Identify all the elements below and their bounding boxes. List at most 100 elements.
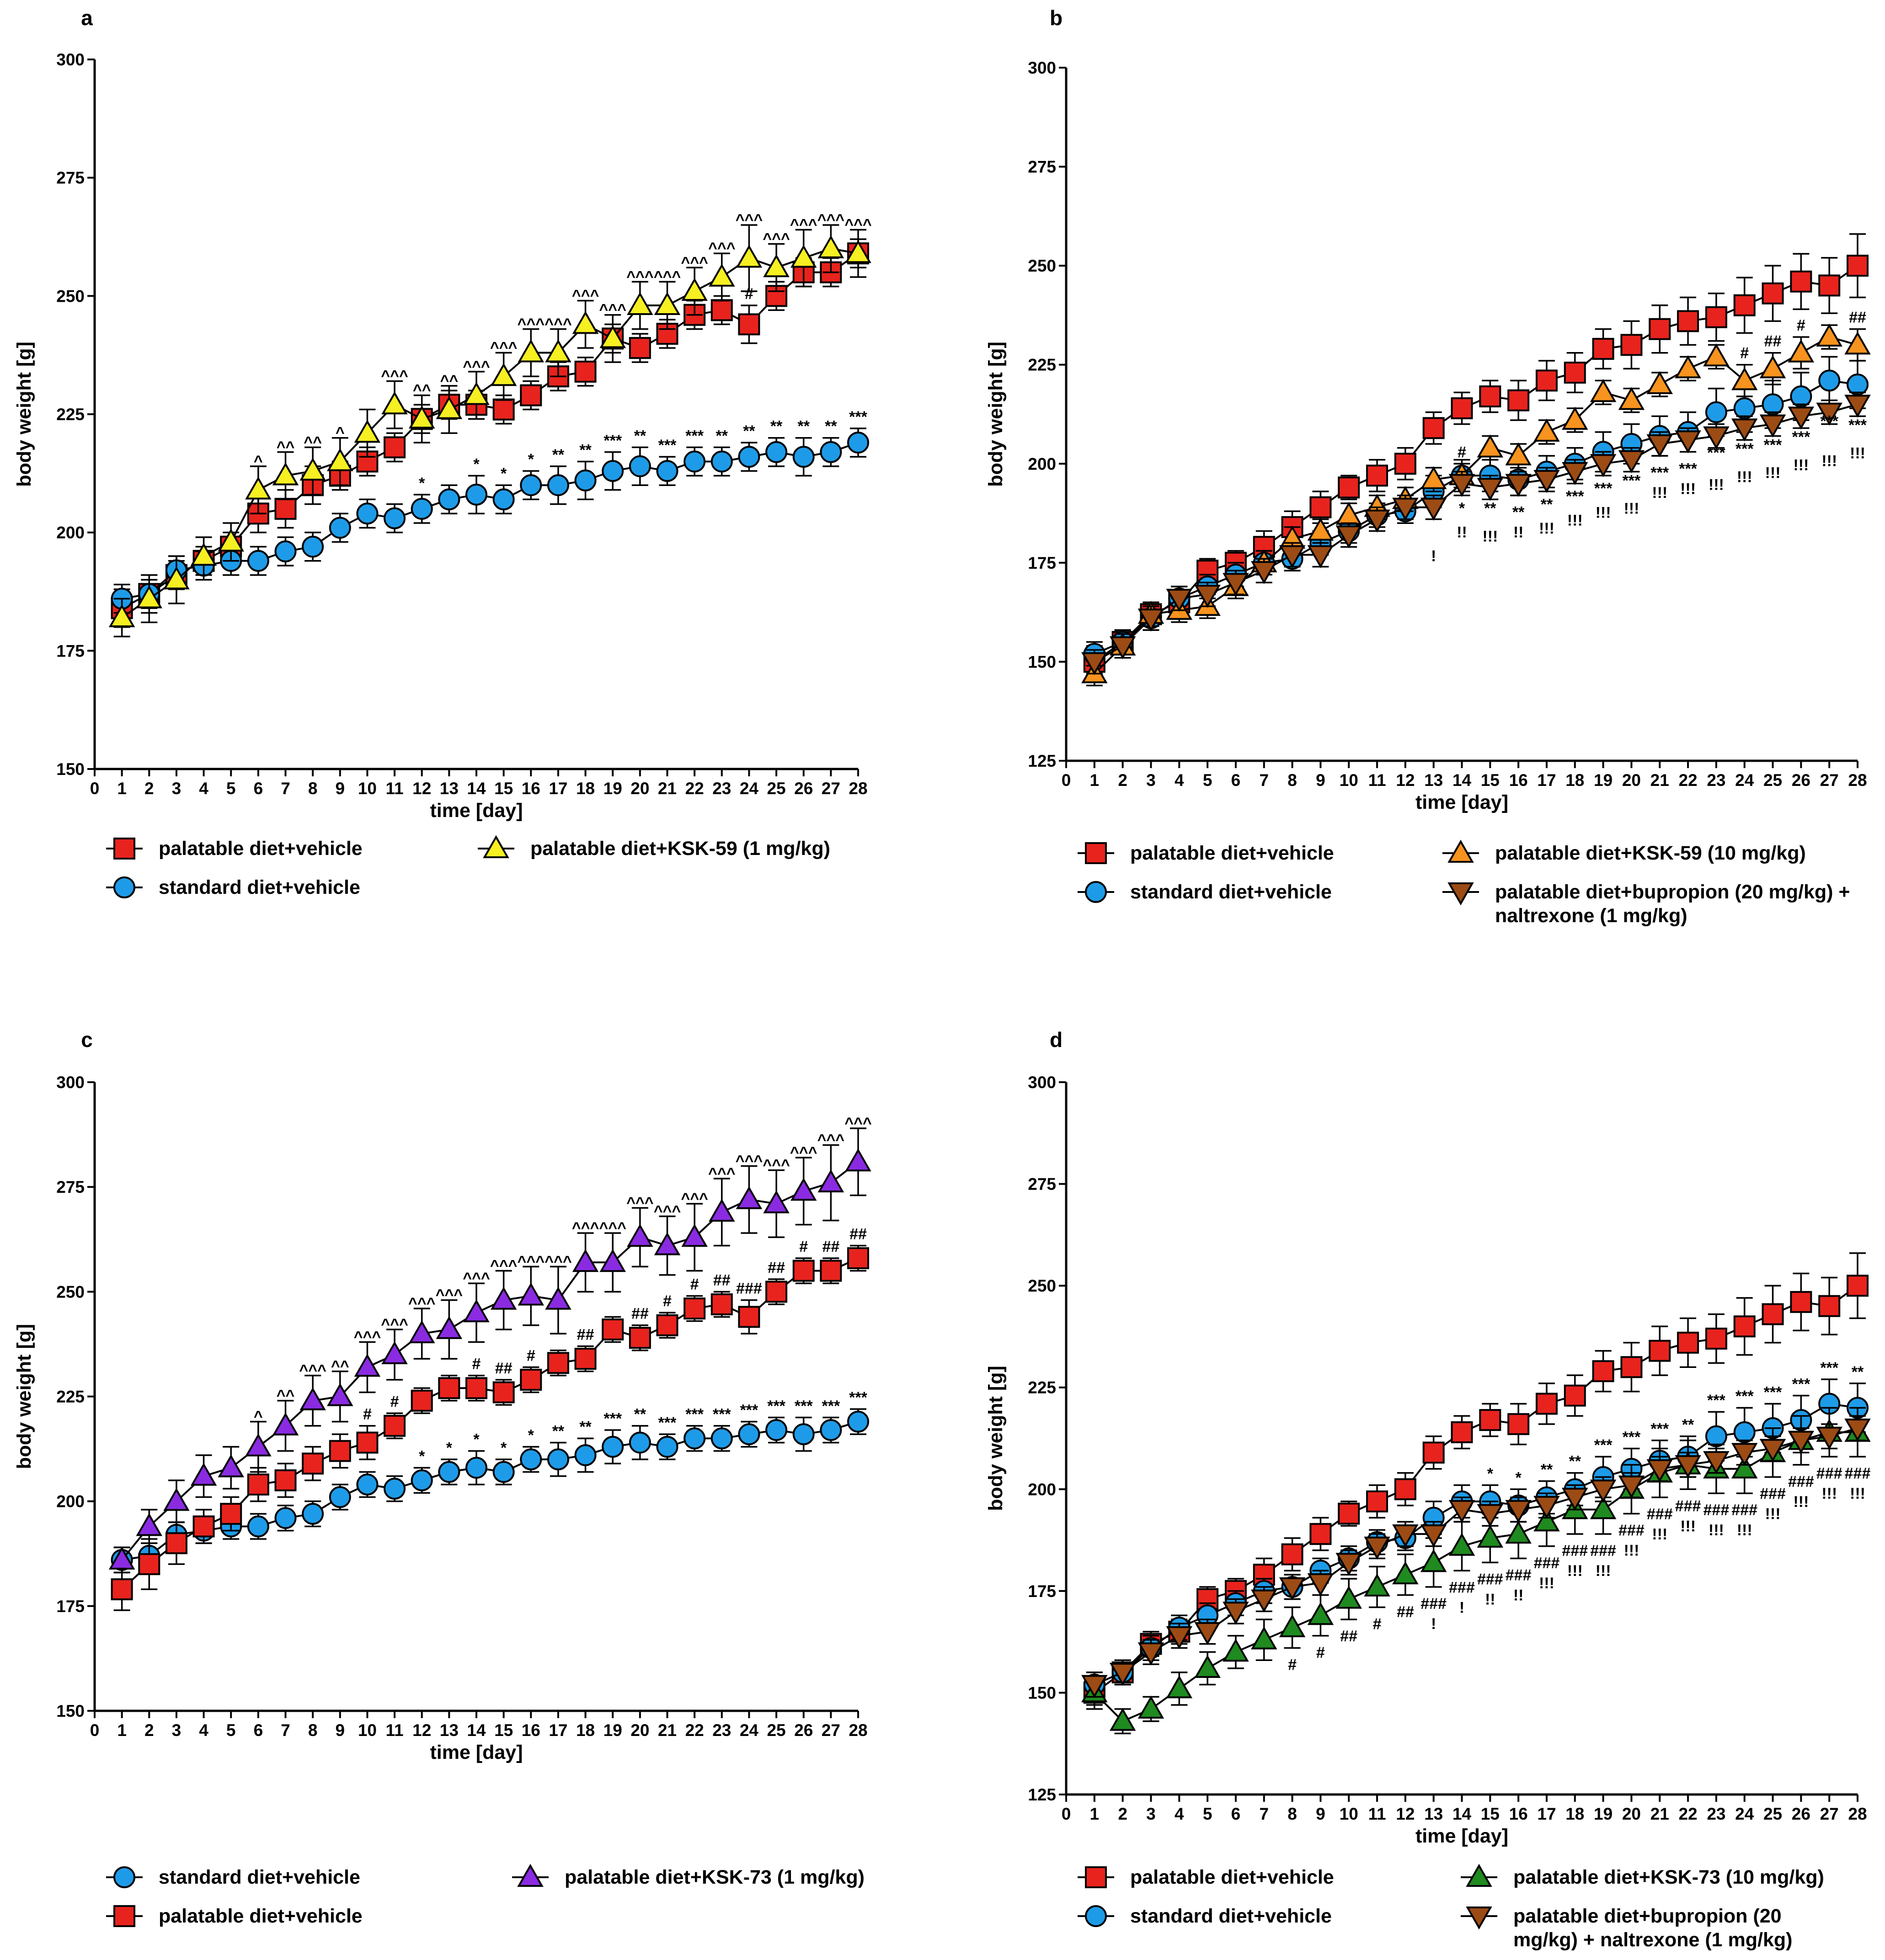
x-tick-label: 13 — [1424, 1805, 1443, 1823]
legend-label: palatable diet+KSK-59 (1 mg/kg) — [530, 838, 830, 860]
data-point — [1705, 1425, 1727, 1447]
data-point — [1649, 1340, 1671, 1362]
data-point — [1394, 453, 1416, 475]
significance-label: ^^ — [304, 433, 322, 451]
significance-label: ** — [552, 446, 565, 464]
significance-label: ^^^ — [381, 368, 408, 385]
significance-label: ^^^ — [408, 1295, 436, 1312]
data-point — [1535, 369, 1558, 392]
x-tick-label: 9 — [335, 1721, 345, 1740]
data-point — [1137, 609, 1164, 632]
data-point — [1307, 518, 1334, 541]
x-tick-label: 3 — [172, 779, 182, 798]
legend-marker — [113, 838, 135, 860]
significance-label: !!! — [1765, 1506, 1781, 1523]
significance-label: * — [1487, 1465, 1494, 1482]
data-point — [463, 382, 490, 405]
data-point — [299, 457, 326, 481]
data-point — [1137, 1642, 1164, 1666]
x-tick-label: 14 — [1452, 1805, 1472, 1823]
x-tick-label: 7 — [281, 779, 290, 798]
data-point — [1366, 465, 1388, 487]
data-point — [272, 462, 299, 486]
significance-label: ^^^ — [654, 268, 681, 285]
x-tick-label: 7 — [1259, 1805, 1269, 1823]
data-point — [1309, 1523, 1332, 1545]
y-tick-label: 225 — [1028, 1378, 1056, 1397]
data-point — [299, 1387, 326, 1410]
data-point — [247, 550, 269, 572]
x-tick-label: 16 — [522, 1721, 540, 1740]
data-point — [710, 450, 733, 473]
x-tick-label: 22 — [1678, 1805, 1697, 1823]
x-tick-label: 9 — [1316, 771, 1325, 790]
significance-label: ^^^ — [626, 268, 654, 285]
significance-label: ^^^ — [572, 287, 599, 304]
x-tick-label: 10 — [358, 1721, 377, 1740]
data-point — [1448, 1500, 1475, 1523]
significance-label: ^^^ — [654, 1202, 681, 1220]
data-point — [1251, 561, 1277, 584]
x-tick-label: 2 — [1118, 1805, 1127, 1823]
significance-label: ^^^ — [517, 315, 545, 333]
legend-marker — [113, 1866, 135, 1888]
significance-label: # — [1288, 1656, 1297, 1673]
series-2 — [1081, 323, 1871, 687]
data-point — [354, 1354, 381, 1377]
legend-label: palatable diet+bupropion (20 — [1513, 1905, 1782, 1927]
significance-label: ### — [1816, 1465, 1842, 1482]
significance-label: ## — [822, 1238, 839, 1255]
legend-marker — [1085, 1905, 1107, 1927]
data-point — [629, 455, 651, 477]
significance-label: * — [501, 1439, 507, 1457]
x-tick-label: 5 — [1203, 771, 1212, 790]
legend-marker — [1466, 1907, 1492, 1930]
data-point — [1392, 497, 1419, 521]
significance-label: ** — [1541, 496, 1553, 513]
series-3 — [1081, 1415, 1871, 1698]
x-tick-label: 1 — [117, 779, 127, 798]
data-point — [411, 497, 433, 520]
data-point — [602, 460, 624, 482]
data-point — [436, 396, 463, 419]
data-point — [245, 1433, 272, 1457]
significance-label: ## — [631, 1305, 649, 1323]
data-point — [602, 1318, 624, 1340]
y-axis-title: body weight [g] — [985, 1366, 1007, 1511]
x-tick-label: 8 — [308, 1721, 318, 1740]
data-point — [327, 448, 353, 471]
data-point — [1592, 338, 1614, 360]
data-point — [108, 604, 135, 627]
significance-label: *** — [849, 408, 867, 426]
data-point — [1251, 1626, 1277, 1650]
y-axis-title: body weight [g] — [985, 342, 1007, 487]
data-point — [765, 1281, 788, 1303]
significance-label: ** — [1541, 1461, 1553, 1478]
legend-marker — [1466, 1864, 1492, 1887]
significance-label: ** — [825, 418, 837, 435]
data-point — [574, 360, 597, 383]
data-point — [492, 398, 515, 421]
y-tick-label: 175 — [56, 1597, 85, 1616]
y-tick-label: 200 — [1028, 1480, 1056, 1499]
data-point — [384, 1478, 406, 1500]
significance-label: ^^^ — [381, 1316, 408, 1333]
x-tick-label: 12 — [412, 1721, 431, 1740]
x-tick-label: 14 — [467, 1721, 486, 1740]
significance-label: *** — [1820, 412, 1838, 430]
legend-label: naltrexone (1 mg/kg) — [1495, 905, 1687, 927]
legend-label: standard diet+vehicle — [1130, 881, 1332, 903]
data-point — [820, 441, 842, 463]
x-tick-label: 2 — [1118, 771, 1127, 790]
x-tick-label: 4 — [1175, 1805, 1184, 1823]
data-point — [1816, 1426, 1842, 1450]
significance-label: !!! — [1567, 1562, 1583, 1580]
data-point — [1788, 339, 1815, 363]
data-point — [790, 245, 817, 268]
data-point — [1338, 1502, 1360, 1525]
data-point — [684, 1298, 706, 1319]
significance-label: ^^ — [277, 438, 295, 456]
x-tick-label: 21 — [1650, 1805, 1669, 1823]
legend: palatable diet+vehicle palatable diet+KSK… — [1078, 839, 1850, 927]
significance-label: ### — [1534, 1554, 1560, 1572]
